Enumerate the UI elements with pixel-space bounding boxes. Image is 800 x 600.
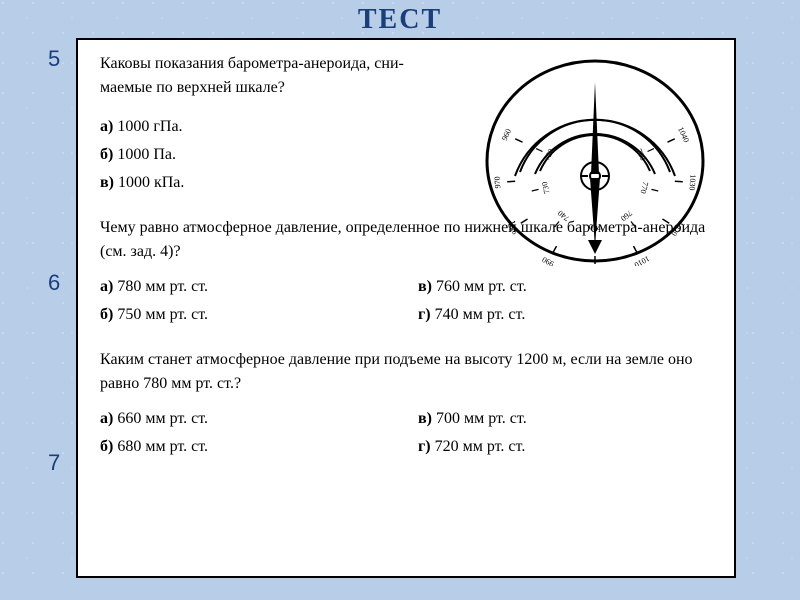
- q7-options: а) 660 мм рт. ст. в) 700 мм рт. ст. б) 6…: [100, 410, 716, 456]
- q6-option-b: б) 750 мм рт. ст.: [100, 306, 398, 324]
- q5-opt-v-label: в): [100, 174, 114, 191]
- q6-opt-a-val: 780 мм рт. ст.: [117, 278, 208, 295]
- q7-opt-g-val: 720 мм рт. ст.: [435, 438, 526, 455]
- q7-opt-b-label: б): [100, 438, 113, 455]
- svg-text:1030: 1030: [687, 174, 697, 191]
- q6-options: а) 780 мм рт. ст. в) 760 мм рт. ст. б) 7…: [100, 278, 716, 324]
- q6-opt-v-label: в): [418, 278, 432, 295]
- q5-opt-v-val: 1000 кПа.: [118, 174, 184, 191]
- question-5-text: Каковы показания барометра-анероида, сни…: [100, 52, 460, 100]
- question-7: Каким станет атмосферное давление при по…: [100, 348, 716, 456]
- q5-line1: Каковы показания барометра-анероида, сни…: [100, 55, 404, 72]
- q6-opt-a-label: а): [100, 278, 113, 295]
- page-title: ТЕСТ: [0, 4, 800, 36]
- q6-opt-v-val: 760 мм рт. ст.: [436, 278, 527, 295]
- q6-option-v: в) 760 мм рт. ст.: [418, 278, 716, 296]
- question-number-7: 7: [48, 450, 60, 476]
- question-number-5: 5: [48, 46, 60, 72]
- q7-opt-v-label: в): [418, 410, 432, 427]
- question-number-6: 6: [48, 270, 60, 296]
- q5-line2: маемые по верхней шкале?: [100, 79, 285, 96]
- q6-option-g: г) 740 мм рт. ст.: [418, 306, 716, 324]
- q7-opt-g-label: г): [418, 438, 431, 455]
- q7-option-g: г) 720 мм рт. ст.: [418, 438, 716, 456]
- q7-opt-v-val: 700 мм рт. ст.: [436, 410, 527, 427]
- q5-opt-b-val: 1000 Па.: [117, 146, 176, 163]
- svg-text:970: 970: [493, 176, 503, 189]
- q7-option-v: в) 700 мм рт. ст.: [418, 410, 716, 428]
- question-7-text: Каким станет атмосферное давление при по…: [100, 348, 716, 396]
- q7-option-b: б) 680 мм рт. ст.: [100, 438, 398, 456]
- q5-opt-b-label: б): [100, 146, 113, 163]
- q6-option-a: а) 780 мм рт. ст.: [100, 278, 398, 296]
- q7-opt-b-val: 680 мм рт. ст.: [117, 438, 208, 455]
- q6-opt-g-val: 740 мм рт. ст.: [435, 306, 526, 323]
- q6-opt-b-val: 750 мм рт. ст.: [117, 306, 208, 323]
- q5-opt-a-label: а): [100, 118, 113, 135]
- question-6-text: Чему равно атмосферное давление, определ…: [100, 216, 716, 264]
- q6-opt-b-label: б): [100, 306, 113, 323]
- q7-option-a: а) 660 мм рт. ст.: [100, 410, 398, 428]
- q6-opt-g-label: г): [418, 306, 431, 323]
- q7-opt-a-val: 660 мм рт. ст.: [117, 410, 208, 427]
- q5-opt-a-val: 1000 гПа.: [117, 118, 182, 135]
- test-card: Каковы показания барометра-анероида, сни…: [76, 38, 736, 578]
- question-5: Каковы показания барометра-анероида, сни…: [100, 52, 716, 192]
- q7-opt-a-label: а): [100, 410, 113, 427]
- question-6: Чему равно атмосферное давление, определ…: [100, 216, 716, 324]
